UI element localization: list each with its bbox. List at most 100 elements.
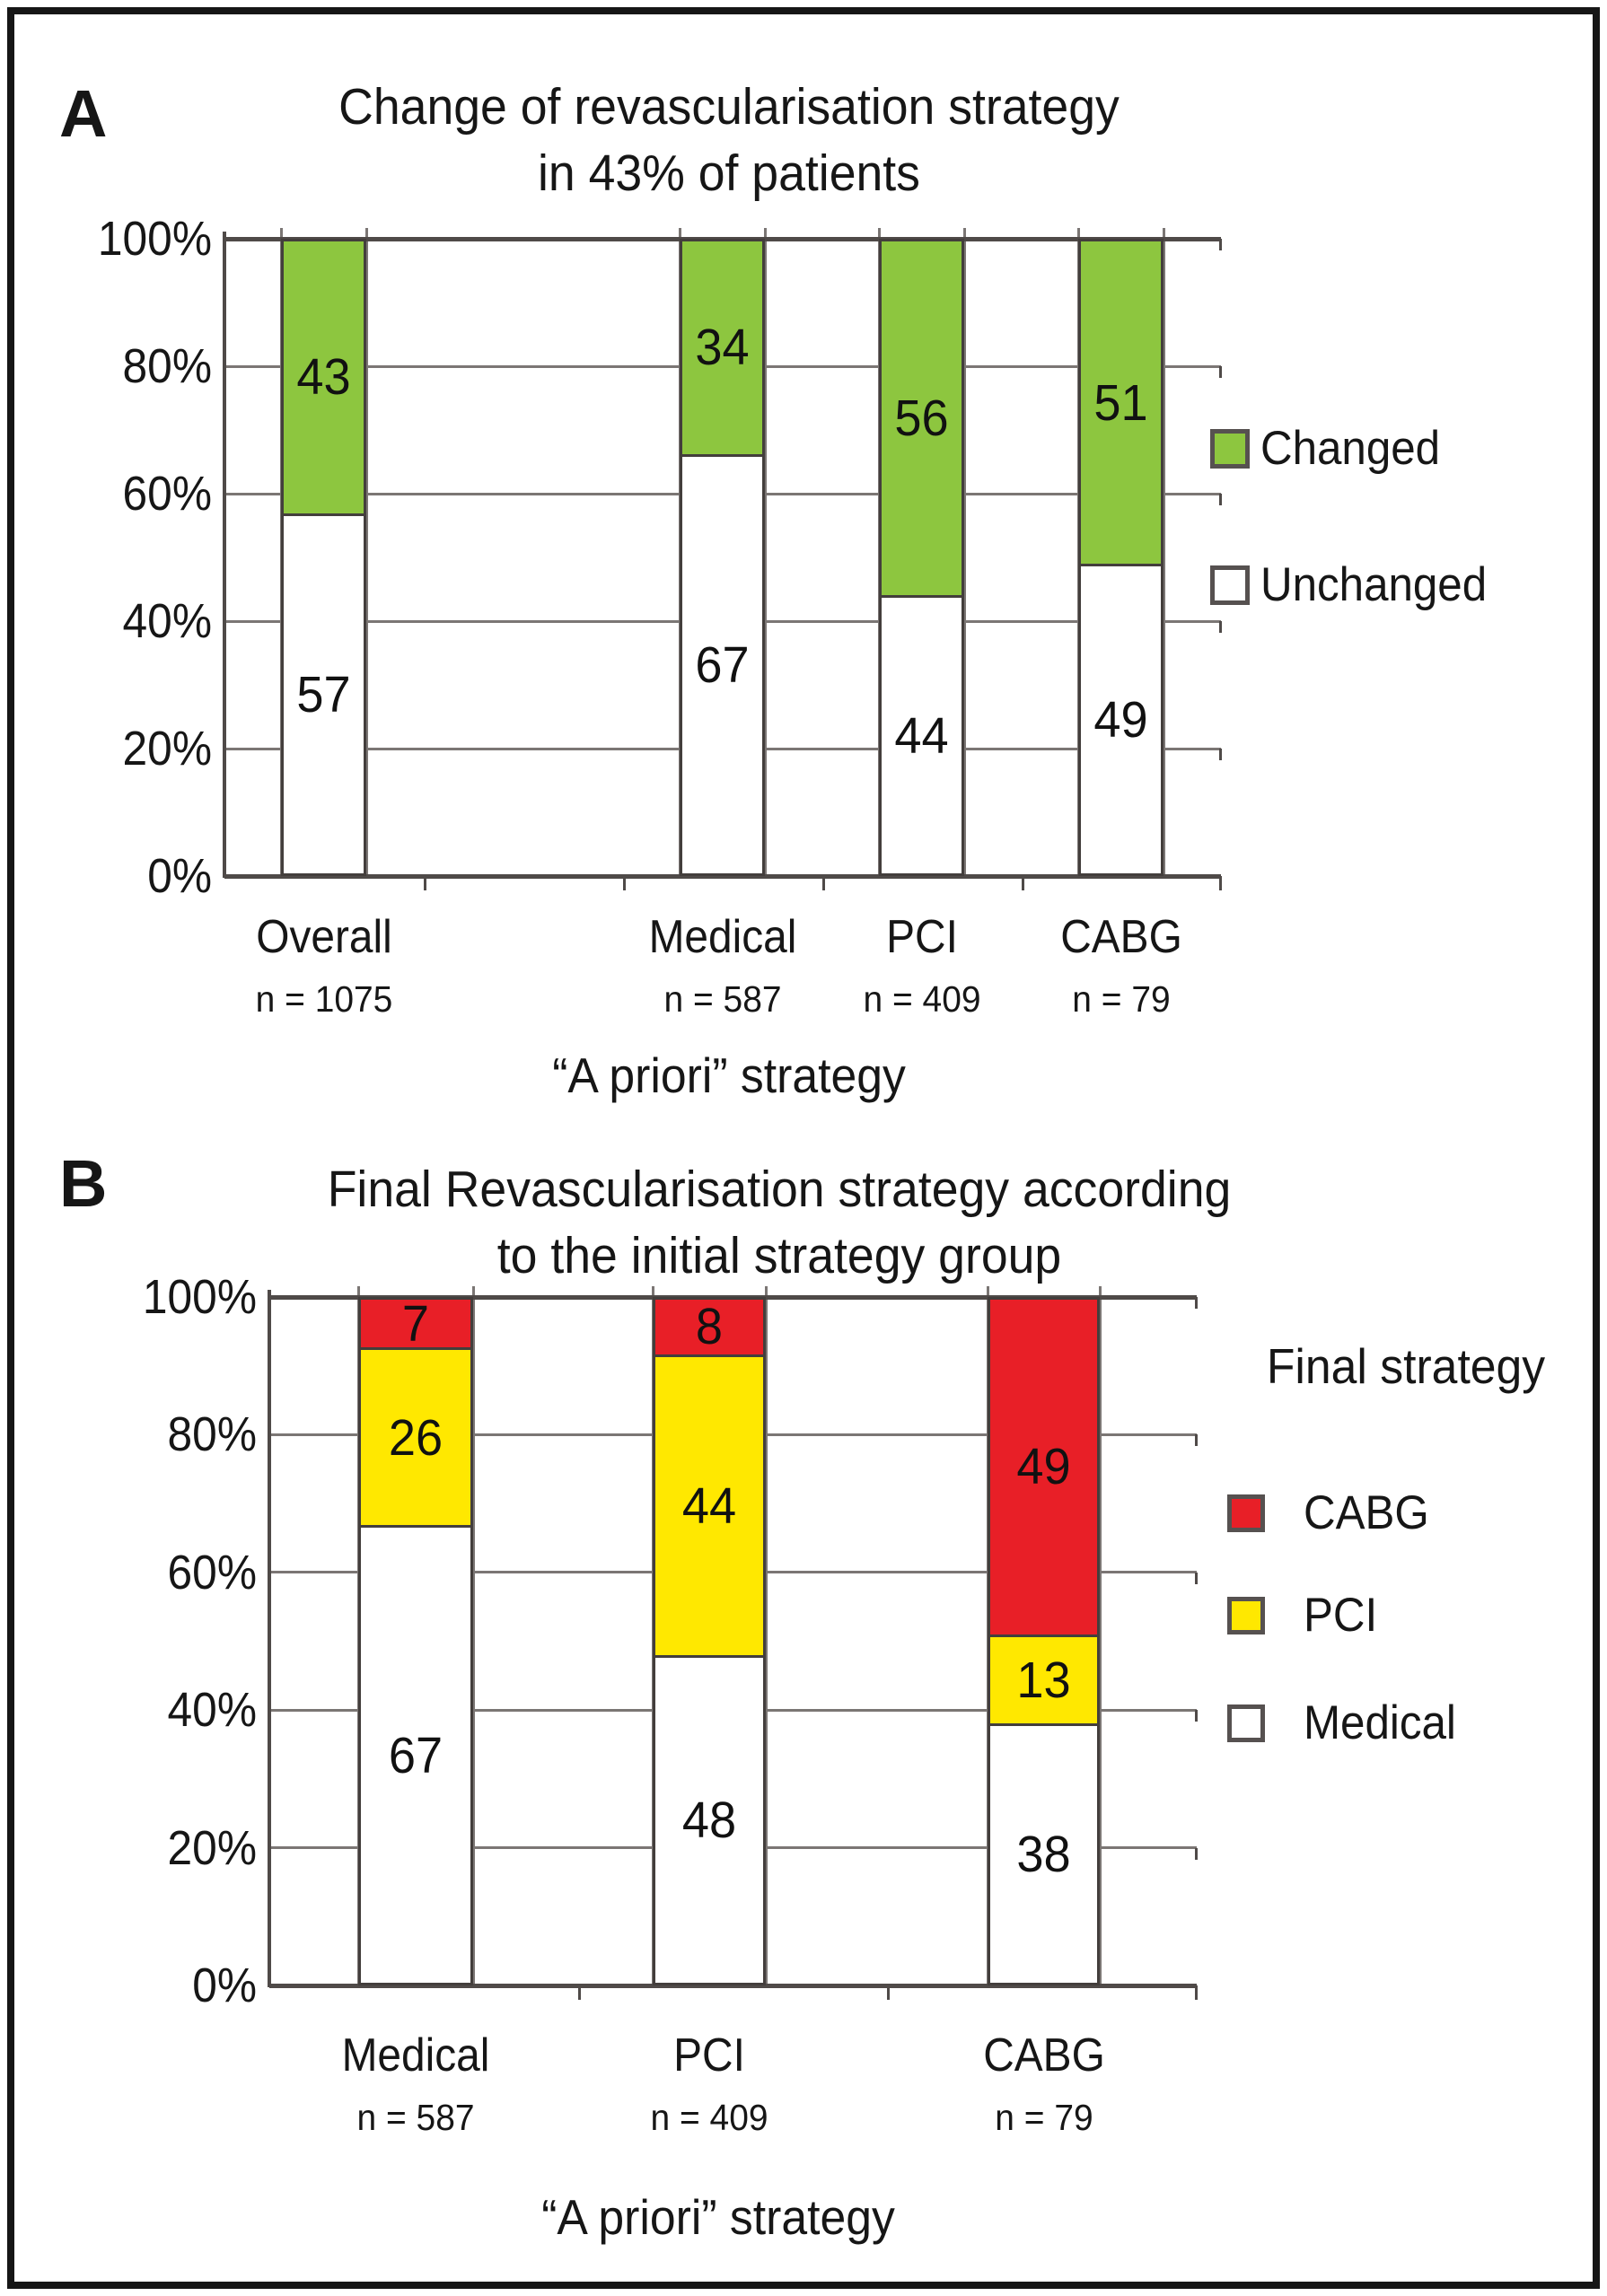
panel-a-column-divider	[963, 228, 966, 876]
legend-b-label-medical: Medical	[1304, 1696, 1456, 1749]
panel-b-y-tick-label: 100%	[142, 1270, 257, 1324]
panel-b-segment-pci-medical: 26	[361, 1347, 470, 1526]
panel-b-value-label: 26	[388, 1408, 443, 1467]
panel-a-grid-end-tick	[1219, 621, 1222, 633]
panel-b-y-tick-label: 60%	[167, 1545, 257, 1599]
panel-a-column-divider	[764, 228, 767, 876]
legend-b-swatch-pci	[1227, 1597, 1265, 1634]
panel-a-x-axis-tick	[623, 876, 626, 890]
panel-a-bar-overall: 43 57	[281, 239, 366, 876]
panel-b-y-axis-line	[268, 1290, 271, 1987]
panel-b-value-label: 48	[681, 1791, 737, 1849]
panel-a-grid-end-tick	[1219, 749, 1222, 760]
panel-b-bar-cabg: 49 13 38	[988, 1297, 1100, 1985]
panel-a-n-label: n = 409	[862, 978, 981, 1020]
panel-b-grid-end-tick	[1195, 1297, 1198, 1309]
legend-b-label-cabg: CABG	[1304, 1486, 1429, 1539]
panel-b-value-label: 8	[695, 1298, 724, 1356]
panel-a-column-divider	[1163, 228, 1165, 876]
panel-b-segment-medical-medical: 67	[361, 1525, 470, 1983]
legend-b-swatch-medical	[1227, 1704, 1265, 1742]
panel-b-n-label: n = 79	[994, 2097, 1093, 2138]
panel-b-value-label: 38	[1016, 1825, 1071, 1883]
legend-b-swatch-cabg	[1227, 1494, 1265, 1532]
panel-b-x-axis-tick	[887, 1985, 890, 2000]
panel-a-y-axis-line	[223, 232, 226, 878]
panel-b-y-tick-label: 80%	[167, 1407, 257, 1462]
legend-b-title: Final strategy	[1266, 1338, 1546, 1394]
panel-a-x-category-label: Medical	[648, 911, 796, 963]
panel-a-segment-changed-cabg: 51	[1081, 241, 1161, 565]
panel-a-segment-unchanged-medical: 67	[682, 453, 762, 873]
panel-a-n-label: n = 79	[1071, 978, 1171, 1020]
panel-b-title-line1: Final Revascularisation strategy accordi…	[327, 1161, 1232, 1218]
panel-a-value-label: 57	[296, 665, 351, 723]
legend-a-label-unchanged: Unchanged	[1260, 558, 1488, 611]
panel-b-title-line2: to the initial strategy group	[496, 1227, 1062, 1284]
panel-a-value-label: 34	[695, 319, 750, 377]
panel-a-segment-unchanged-cabg: 49	[1081, 564, 1161, 873]
panel-a-grid-end-tick	[1219, 366, 1222, 378]
panel-b-x-category-label: CABG	[982, 2029, 1105, 2081]
panel-b-y-tick-label: 40%	[167, 1683, 257, 1738]
panel-a-segment-unchanged-overall: 57	[284, 513, 364, 873]
panel-b-grid-end-tick	[1195, 1572, 1198, 1584]
panel-a-column-divider	[365, 228, 368, 876]
panel-b-bar-medical: 7 26 67	[358, 1294, 473, 1985]
panel-a-bar-cabg: 51 49	[1078, 239, 1164, 876]
figure-border	[7, 7, 1600, 2289]
panel-a-segment-changed-medical: 34	[682, 241, 762, 454]
panel-b-value-label: 13	[1016, 1651, 1071, 1709]
panel-b-column-divider	[765, 1286, 768, 1985]
panel-a-value-label: 49	[1093, 691, 1148, 749]
panel-a-grid-end-tick	[1219, 239, 1222, 250]
panel-a-y-tick-label: 80%	[122, 339, 212, 393]
panel-b-value-label: 7	[401, 1294, 430, 1353]
panel-a-x-axis-title: “A priori” strategy	[552, 1047, 906, 1103]
panel-a-x-category-label: Overall	[255, 911, 392, 963]
panel-a-value-label: 43	[296, 348, 351, 407]
panel-a-letter: A	[59, 76, 108, 151]
panel-b-y-tick-label: 0%	[192, 1959, 257, 2012]
panel-b-grid-end-tick	[1195, 1434, 1198, 1447]
panel-b-segment-medical-pci: 48	[655, 1654, 763, 1983]
panel-a-segment-changed-pci: 56	[882, 241, 962, 596]
panel-a-value-label: 56	[894, 390, 949, 448]
panel-b-value-label: 44	[681, 1477, 737, 1535]
panel-a-x-axis-tick	[1022, 876, 1024, 890]
legend-a-swatch-unchanged	[1210, 565, 1250, 605]
panel-a-x-axis-tick	[1219, 876, 1222, 890]
panel-b-grid-end-tick	[1195, 1847, 1198, 1860]
panel-b-letter: B	[59, 1146, 108, 1221]
panel-b-value-label: 49	[1016, 1438, 1071, 1496]
panel-b-segment-cabg-cabg: 49	[990, 1300, 1097, 1634]
panel-b-segment-pci-pci: 44	[655, 1354, 763, 1655]
panel-b-segment-pci-cabg: 13	[990, 1634, 1097, 1723]
panel-a-y-tick-label: 60%	[122, 467, 212, 521]
panel-b-axis-line	[269, 1983, 1197, 1988]
panel-b-n-label: n = 587	[356, 2097, 475, 2138]
panel-b-bar-pci: 8 44 48	[653, 1297, 766, 1985]
panel-a-title-line2: in 43% of patients	[538, 145, 920, 202]
panel-b-segment-cabg-pci: 8	[655, 1298, 763, 1356]
panel-a-x-category-label: PCI	[885, 911, 958, 963]
panel-b-value-label: 67	[388, 1726, 443, 1784]
panel-a-x-category-label: CABG	[1059, 911, 1182, 963]
legend-b-label-pci: PCI	[1304, 1589, 1378, 1642]
panel-b-segment-cabg-medical: 7	[361, 1294, 470, 1353]
panel-b-x-category-label: PCI	[673, 2029, 745, 2081]
panel-a-segment-unchanged-pci: 44	[882, 595, 962, 873]
panel-a-y-tick-label: 40%	[122, 594, 212, 648]
panel-a-n-label: n = 587	[663, 978, 782, 1020]
panel-a-y-tick-label: 100%	[97, 212, 212, 266]
panel-a-title-line1: Change of revascularisation strategy	[338, 78, 1120, 136]
legend-a-label-changed: Changed	[1260, 422, 1441, 475]
panel-a-value-label: 44	[894, 706, 949, 765]
panel-a-n-label: n = 1075	[255, 978, 392, 1020]
panel-a-value-label: 51	[1093, 373, 1148, 432]
panel-b-x-axis-tick	[1195, 1985, 1198, 2000]
legend-a-swatch-changed	[1210, 429, 1250, 469]
panel-a-bar-pci: 56 44	[879, 239, 964, 876]
panel-b-grid-end-tick	[1195, 1710, 1198, 1722]
